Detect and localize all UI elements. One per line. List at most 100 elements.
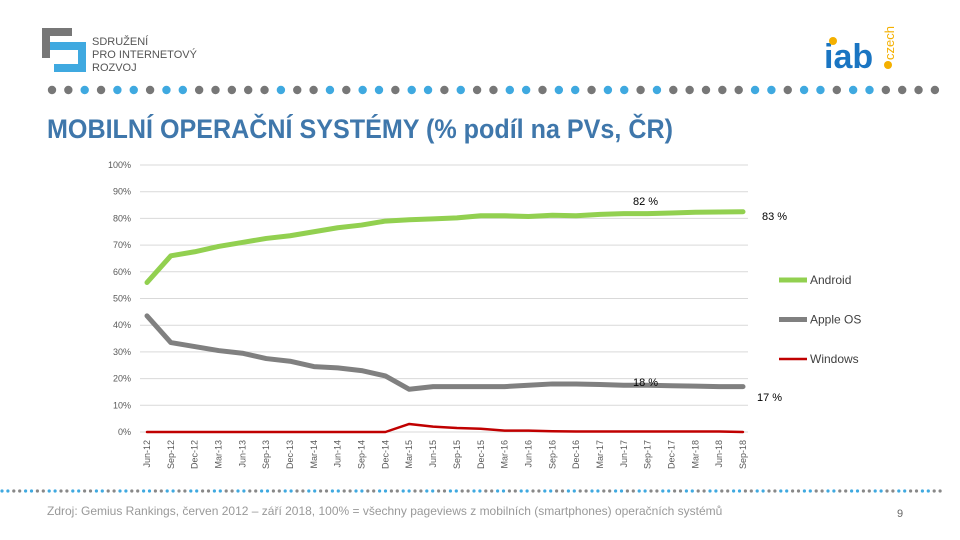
divider-dot — [932, 489, 936, 493]
x-tick-label: Sep-16 — [547, 440, 557, 469]
divider-dot — [734, 85, 743, 95]
y-tick-label: 0% — [118, 427, 131, 437]
divider-dot — [301, 489, 305, 493]
x-tick-label: Jun-15 — [428, 440, 438, 468]
divider-dot — [162, 85, 171, 95]
divider-dot — [750, 85, 760, 95]
divider-dot — [454, 489, 458, 493]
divider-dot — [584, 489, 588, 493]
divider-dot — [897, 489, 901, 493]
divider-dot — [690, 489, 694, 493]
divider-dot — [41, 489, 45, 493]
divider-dot — [195, 489, 199, 493]
divider-dot — [571, 85, 580, 95]
divider-dot — [391, 85, 400, 95]
divider-dot — [201, 489, 205, 493]
divider-dot — [867, 489, 871, 493]
divider-dot — [701, 85, 711, 95]
divider-dot — [413, 489, 417, 493]
divider-dot — [885, 489, 889, 493]
divider-dot — [136, 489, 140, 493]
divider-dot — [354, 489, 358, 493]
line-chart: 0% 10% 20% 30% 40% 50% 60% 70% 80% 90% 100% Jun-12 S… — [108, 160, 861, 469]
divider-dot — [543, 489, 547, 493]
x-tick-label: Mar-17 — [595, 440, 605, 469]
divider-dot — [178, 85, 187, 95]
x-tick-label: Dec-17 — [666, 440, 676, 469]
divider-dot — [295, 489, 299, 493]
divider-dot — [212, 489, 216, 493]
x-tick-label: Dec-12 — [190, 440, 200, 469]
x-tick-label: Sep-17 — [643, 440, 653, 469]
divider-dot — [65, 489, 69, 493]
divider-dot — [472, 85, 482, 95]
y-tick-label: 10% — [113, 400, 131, 410]
divider-dot — [440, 85, 449, 95]
divider-dot — [590, 489, 594, 493]
divider-dot — [24, 489, 28, 493]
source-footnote: Zdroj: Gemius Rankings, červen 2012 – zá… — [47, 504, 723, 518]
data-label: 18 % — [633, 377, 658, 389]
divider-dot — [649, 489, 653, 493]
divider-dot — [865, 85, 874, 95]
divider-dot — [358, 85, 367, 95]
divider-dot — [129, 85, 138, 95]
divider-dot — [555, 489, 559, 493]
divider-dot — [96, 85, 106, 95]
x-tick-label: Jun-17 — [619, 440, 629, 468]
divider-dot — [566, 489, 571, 493]
divider-dot — [799, 85, 809, 95]
divider-dot — [366, 489, 370, 493]
divider-dot — [791, 489, 795, 493]
divider-dot — [496, 489, 500, 493]
divider-dot — [47, 489, 51, 493]
org-logo-text: SDRUŽENÍ PRO INTERNETOVÝ ROZVOJ — [92, 36, 197, 75]
divider-dot — [850, 489, 854, 493]
divider-dot — [603, 85, 613, 95]
dotted-divider-bottom — [0, 489, 942, 493]
divider-dot — [832, 85, 841, 95]
divider-dot — [685, 85, 694, 95]
x-tick-label: Dec-16 — [571, 440, 581, 469]
series-line-android — [144, 209, 746, 285]
divider-dot — [293, 85, 302, 95]
divider-dot — [881, 85, 891, 95]
divider-dot — [277, 489, 281, 493]
x-tick-label: Dec-13 — [285, 440, 295, 469]
divider-dot — [248, 489, 252, 493]
divider-dot — [324, 489, 329, 493]
divider-dot — [401, 489, 405, 493]
x-tick-label: Mar-18 — [690, 440, 700, 469]
divider-dot — [224, 489, 228, 493]
divider-dot — [826, 489, 830, 493]
divider-dot — [147, 489, 152, 493]
divider-dot — [71, 489, 75, 493]
divider-dot — [113, 85, 122, 95]
data-label: 82 % — [633, 196, 658, 208]
divider-dot — [596, 489, 600, 493]
x-tick-label: Jun-14 — [333, 440, 343, 468]
y-tick-label: 70% — [113, 240, 131, 250]
divider-dot — [171, 489, 175, 493]
divider-dot — [484, 489, 488, 493]
y-tick-label: 30% — [113, 347, 131, 357]
divider-dot — [489, 85, 498, 95]
divider-dot — [755, 489, 759, 493]
divider-dot — [0, 489, 4, 493]
divider-dot — [307, 489, 311, 493]
divider-dot — [669, 85, 678, 95]
divider-dot — [560, 489, 565, 493]
legend-label: Android — [810, 273, 851, 287]
page-number: 9 — [897, 508, 904, 520]
data-label: 83 % — [762, 211, 787, 223]
divider-dot — [519, 489, 523, 493]
divider-dot — [637, 489, 641, 493]
divider-dot — [336, 489, 340, 493]
divider-dot — [289, 489, 293, 493]
x-tick-label: Mar-13 — [214, 440, 224, 469]
divider-dot — [342, 489, 346, 493]
divider-dot — [507, 489, 511, 493]
org-logo — [42, 28, 86, 72]
divider-dot — [53, 489, 57, 493]
divider-dot — [808, 489, 812, 493]
